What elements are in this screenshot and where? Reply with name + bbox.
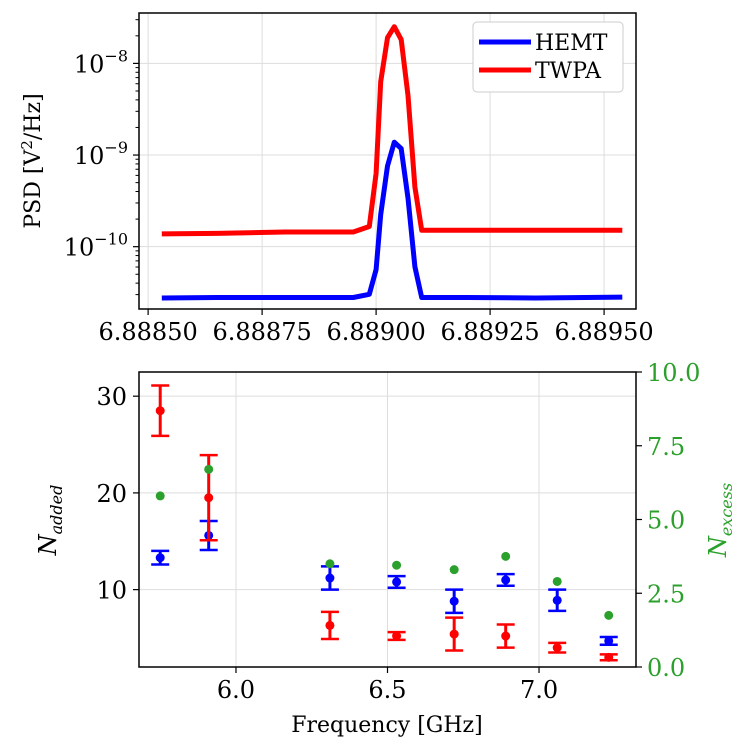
twpa-n-added-point bbox=[604, 652, 614, 662]
psd-y-tick-label: 10−8 bbox=[74, 46, 128, 78]
n-excess-point bbox=[604, 610, 614, 620]
noise-y-tick-label: 30 bbox=[96, 383, 127, 411]
noise-y2-axis-title: Nexcess bbox=[704, 483, 736, 558]
hemt-n-added-point bbox=[501, 575, 511, 585]
noise-y-tick-label: 10 bbox=[96, 577, 127, 605]
hemt-n-added-point bbox=[449, 596, 459, 606]
legend-label-hemt: HEMT bbox=[535, 31, 608, 56]
psd-y-tick-label: 10−10 bbox=[64, 230, 128, 262]
twpa-n-added-point bbox=[155, 406, 165, 416]
noise-y2-tick-label: 2.5 bbox=[647, 580, 685, 608]
n-excess-point bbox=[155, 491, 165, 501]
noise-plot: 6.0 6.5 7.0 10 20 30 0.0 2.5 5.0 7.5 10.0 Frequenc… bbox=[34, 359, 736, 738]
hemt-n-added-point bbox=[155, 553, 165, 563]
psd-plot-frame bbox=[138, 12, 637, 310]
psd-x-tick-label: 6.88850 bbox=[98, 318, 197, 346]
psd-series-hemt bbox=[161, 139, 623, 301]
twpa-n-added-point bbox=[392, 631, 402, 641]
n-excess-point bbox=[204, 464, 214, 474]
twpa-n-added-point bbox=[552, 643, 562, 653]
psd-series bbox=[161, 24, 623, 301]
n-excess-point bbox=[392, 560, 402, 570]
noise-grid bbox=[139, 372, 636, 667]
noise-series bbox=[151, 384, 618, 662]
hemt-n-added-point bbox=[392, 577, 402, 587]
noise-x-tick-label: 7.0 bbox=[520, 676, 558, 704]
noise-y2-tick-label: 10.0 bbox=[647, 359, 700, 387]
hemt-n-added-point bbox=[325, 573, 335, 583]
twpa-n-added-point bbox=[449, 629, 459, 639]
twpa-n-added-point bbox=[204, 493, 214, 503]
noise-x-tick-label: 6.0 bbox=[217, 676, 255, 704]
psd-series-twpa bbox=[161, 24, 623, 237]
n-excess-point bbox=[449, 565, 459, 575]
noise-y2-tick-label: 7.5 bbox=[647, 433, 685, 461]
n-excess-point bbox=[501, 551, 511, 561]
n-excess-point bbox=[552, 576, 562, 586]
psd-y-axis-title: PSD [V2/Hz] bbox=[18, 93, 46, 228]
legend-label-twpa: TWPA bbox=[535, 59, 602, 84]
psd-x-tick-label: 6.88900 bbox=[326, 318, 425, 346]
noise-y-tick-label: 20 bbox=[96, 480, 127, 508]
noise-x-axis-title: Frequency [GHz] bbox=[291, 713, 483, 738]
psd-ticks: 6.88850 6.88875 6.88900 6.88925 6.88950 10−8 1… bbox=[64, 19, 654, 346]
noise-x-tick-label: 6.5 bbox=[368, 676, 406, 704]
hemt-n-added-point bbox=[604, 636, 614, 646]
noise-y2-tick-label: 5.0 bbox=[647, 507, 685, 535]
hemt-n-added-point bbox=[552, 595, 562, 605]
n-excess-point bbox=[325, 559, 335, 569]
psd-x-tick-label: 6.88925 bbox=[440, 318, 539, 346]
noise-ticks: 6.0 6.5 7.0 10 20 30 0.0 2.5 5.0 7.5 10.0 bbox=[96, 359, 700, 704]
psd-x-tick-label: 6.88950 bbox=[554, 318, 653, 346]
psd-y-tick-label: 10−9 bbox=[74, 138, 128, 170]
psd-plot: 6.88850 6.88875 6.88900 6.88925 6.88950 10−8 1… bbox=[18, 12, 654, 346]
noise-y-axis-title: Nadded bbox=[34, 485, 66, 557]
psd-x-tick-label: 6.88875 bbox=[212, 318, 311, 346]
noise-y2-tick-label: 0.0 bbox=[647, 654, 685, 682]
twpa-n-added-point bbox=[325, 620, 335, 630]
psd-legend: HEMT TWPA bbox=[472, 21, 624, 93]
twpa-n-added-point bbox=[501, 631, 511, 641]
